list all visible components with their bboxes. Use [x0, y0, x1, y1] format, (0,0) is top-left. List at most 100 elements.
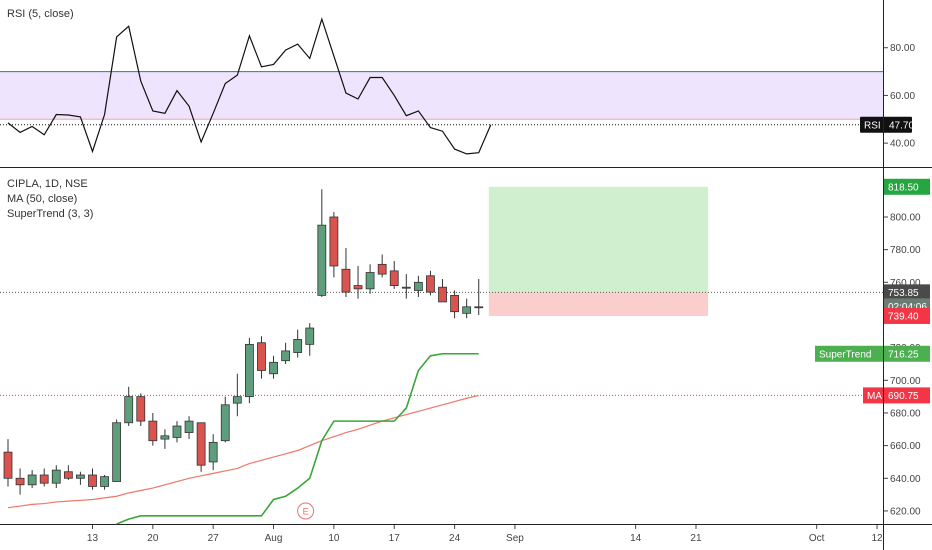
candle-body [27, 474, 37, 486]
candle [401, 274, 411, 299]
candle-body [184, 420, 194, 433]
candle [413, 275, 423, 298]
candle [232, 373, 242, 417]
candle [438, 279, 447, 303]
candle [426, 270, 435, 296]
price-axis-tick: 760.00 [890, 278, 921, 289]
earnings-marker-label: E [303, 507, 309, 517]
candle [15, 468, 25, 495]
price-label: 753.85 [888, 288, 919, 299]
time-axis-tick: Oct [809, 533, 825, 544]
price-axis-tick: 800.00 [890, 212, 921, 223]
price-axis-tick: 780.00 [890, 245, 921, 256]
candle-body [450, 294, 459, 313]
time-axis-tick: Aug [265, 533, 283, 544]
candle [305, 323, 315, 356]
candle-body [15, 477, 25, 486]
rsi-line [7, 17, 492, 155]
candle [76, 471, 85, 485]
candle [124, 386, 134, 427]
price-label-tag-badge [815, 345, 883, 362]
candle-body [341, 268, 351, 293]
rsi-panel[interactable]: RSI (5, close) 80.00 60.00 40.00 RSI 47.70 [0, 8, 915, 155]
candle [293, 329, 303, 358]
rsi-current-tag: RSI [864, 120, 881, 131]
time-axis-tick: 10 [328, 533, 340, 544]
time-axis-tick: 13 [87, 533, 99, 544]
price-title: CIPLA, 1D, NSE [7, 178, 88, 190]
price-panel[interactable]: CIPLA, 1D, NSE MA (50, close) SuperTrend… [0, 178, 930, 525]
candle-body [112, 422, 122, 482]
candle-body [3, 451, 13, 479]
candle [269, 355, 278, 379]
candle [353, 265, 363, 299]
candle [257, 336, 266, 379]
candle-body [426, 275, 435, 293]
candle-body [220, 404, 230, 442]
candle-body [389, 270, 399, 286]
candle [39, 468, 49, 487]
candle [100, 475, 109, 490]
event-markers[interactable]: E [297, 502, 315, 520]
candle-body [401, 286, 411, 289]
candle [462, 298, 472, 319]
candle-body [244, 343, 254, 398]
candles [3, 189, 484, 495]
candle-body [281, 350, 291, 362]
candle [51, 465, 61, 489]
time-axis[interactable]: 13 20 27 Aug 10 17 24 Sep 14 21 Oct 12 [87, 525, 883, 544]
price-axis-tick: 640.00 [890, 474, 921, 485]
legend-supertrend[interactable]: SuperTrend (3, 3) [7, 208, 93, 220]
price-label-tag: MA [867, 391, 882, 402]
candle-body [269, 361, 278, 375]
candle [160, 429, 170, 449]
rsi-axis-tick: 80.00 [890, 43, 915, 54]
time-axis-tick: 21 [690, 533, 702, 544]
candle [27, 470, 37, 489]
candle-body [88, 474, 97, 487]
price-label-badge [884, 307, 930, 324]
price-label-badge [884, 387, 930, 404]
candle [220, 396, 230, 443]
price-label-tag: SuperTrend [819, 349, 871, 360]
candle [172, 421, 182, 443]
candle [474, 279, 484, 315]
candle-body [305, 327, 315, 345]
candle [3, 439, 13, 487]
candle-body [124, 396, 134, 424]
earnings-marker [297, 502, 315, 520]
candle-body [51, 469, 61, 484]
candle [365, 264, 375, 294]
position-profit-zone [488, 186, 709, 293]
candle [329, 212, 339, 278]
candle-body [353, 285, 363, 290]
candle-body [317, 224, 327, 296]
candle-body [413, 281, 423, 291]
rsi-axis-tick: 40.00 [890, 139, 915, 150]
candle-body [474, 306, 484, 309]
legend-ma[interactable]: MA (50, close) [7, 193, 77, 205]
candle [244, 337, 254, 404]
candle-body [377, 263, 387, 275]
candle-body [208, 441, 218, 463]
candle-body [438, 286, 447, 303]
price-label-tag-badge [863, 387, 883, 404]
price-label: 690.75 [888, 391, 919, 402]
candle-body [232, 396, 242, 404]
candle [208, 434, 218, 471]
price-axis-tick: 660.00 [890, 441, 921, 452]
candle-body [63, 471, 73, 479]
rsi-current-value-text: 47.70 [889, 120, 914, 131]
price-label: 716.25 [888, 349, 919, 360]
candle [389, 261, 399, 289]
candle-body [365, 272, 375, 290]
position-loss-zone [488, 292, 709, 316]
price-label-badge [884, 284, 930, 301]
rsi-axis: 80.00 60.00 40.00 [884, 43, 915, 150]
candle [112, 419, 122, 482]
candle [377, 254, 387, 278]
time-axis-tick: 27 [208, 533, 220, 544]
candle [148, 412, 158, 446]
